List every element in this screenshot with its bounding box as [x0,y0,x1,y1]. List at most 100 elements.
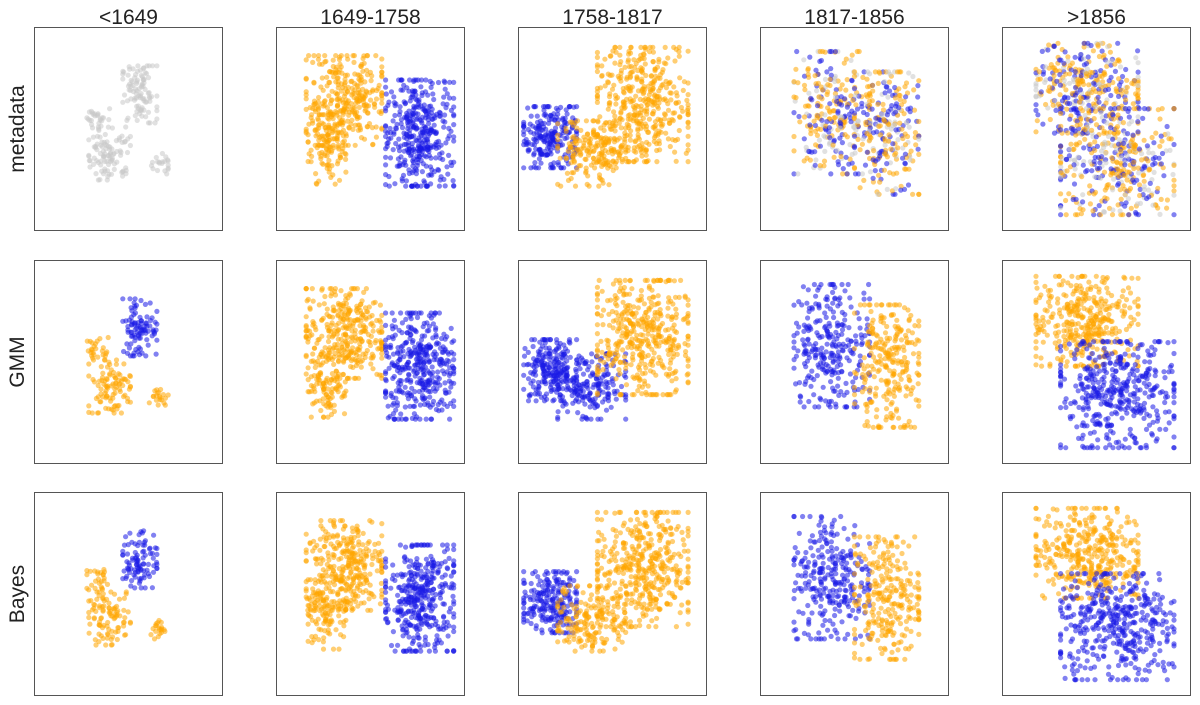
scatter-point [827,135,833,141]
scatter-point [613,317,619,323]
scatter-point [633,157,640,163]
scatter-point [447,416,453,422]
scatter-point [548,134,555,141]
scatter-point [640,51,647,57]
scatter-point [326,157,332,164]
scatter-point [109,146,115,152]
scatter-point [138,318,144,324]
scatter-point [341,359,347,365]
scatter-point [676,127,682,134]
scatter-point [358,359,364,365]
scatter-point [668,97,674,103]
scatter-point [1144,143,1150,149]
scatter-point [336,177,343,183]
scatter-point [385,415,391,421]
scatter-point [1171,183,1177,189]
scatter-point [613,396,619,402]
scatter-point [864,111,870,118]
scatter-point [685,142,691,148]
scatter-point [1101,52,1107,58]
scatter-point [391,317,397,323]
scatter-point [86,361,92,367]
scatter-point [1089,127,1095,133]
scatter-point [892,109,899,115]
scatter-panel [34,260,223,464]
scatter-point [654,147,660,154]
scatter-point [531,164,537,170]
scatter-point [398,117,404,123]
scatter-point [311,386,317,392]
scatter-point [1117,187,1123,193]
scatter-point [1091,80,1097,86]
scatter-point [1036,69,1042,75]
scatter-point [305,296,311,302]
scatter-point [791,148,797,154]
scatter-point [370,141,376,147]
scatter-point [98,162,104,168]
scatter-point [1105,182,1111,188]
scatter-point [1081,145,1087,151]
scatter-point [902,166,908,172]
scatter-point [1051,43,1057,49]
scatter-point [1097,174,1103,180]
scatter-point [828,171,834,177]
scatter-point [383,146,389,152]
scatter-point [535,349,542,355]
scatter-point [343,324,349,330]
scatter-point [372,104,378,110]
scatter-point [405,149,411,156]
scatter-point [1153,130,1159,136]
scatter-point [589,351,595,357]
scatter-point [1098,110,1104,116]
scatter-point [1155,107,1161,113]
scatter-point [1126,188,1132,194]
scatter-point [430,398,437,404]
scatter-point [1089,89,1095,96]
scatter-point [639,153,645,159]
scatter-point [164,171,170,177]
scatter-point [1082,136,1088,142]
scatter-point [390,336,396,342]
scatter-point [1158,196,1164,202]
scatter-point [1104,196,1110,202]
scatter-point [576,399,582,405]
scatter-point [324,324,330,331]
scatter-point [148,94,155,100]
scatter-point [791,171,797,177]
scatter-point [1092,108,1098,114]
scatter-point [397,108,403,115]
scatter-point [1051,72,1057,79]
scatter-point [331,345,337,351]
scatter-point [351,90,357,96]
scatter-point [638,44,644,51]
scatter-point [147,98,153,104]
scatter-point [605,106,611,112]
scatter-point [306,121,312,127]
scatter-point [570,154,576,160]
scatter-point [435,79,442,86]
scatter-point [860,74,866,80]
scatter-point [451,159,457,165]
scatter-point [86,109,92,115]
scatter-point [1070,76,1076,82]
scatter-point [677,75,683,81]
scatter-point [916,118,922,125]
scatter-point [589,359,595,365]
scatter-point [1116,137,1122,143]
scatter-point [144,337,150,343]
scatter-point [851,86,858,92]
scatter-point [602,56,608,62]
scatter-point [420,130,426,136]
scatter-point [1083,61,1090,67]
scatter-point [660,121,666,127]
scatter-point [614,303,620,309]
scatter-point [915,83,921,89]
scatter-point [398,411,404,417]
scatter-point [619,159,625,165]
scatter-point [318,407,324,414]
scatter-point [84,115,90,121]
row-label: Bayes [6,565,29,623]
scatter-point [312,360,318,366]
scatter-point [521,362,527,368]
scatter-point [1135,119,1141,125]
